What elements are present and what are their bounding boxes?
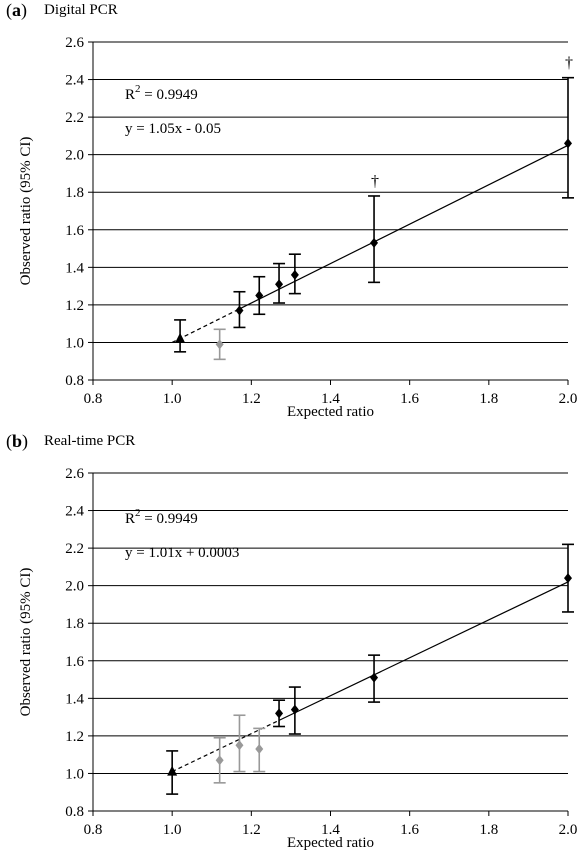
y-tick-label: 1.4 [65,691,84,707]
data-point [233,290,246,329]
data-point [273,262,286,304]
r-squared-value: = 0.9949 [141,87,198,103]
x-tick-label: 1.4 [321,822,340,838]
diamond-marker [290,704,299,715]
diamond-marker [255,744,264,755]
y-tick-label: 1.0 [65,766,84,782]
y-tick-label: 2.6 [65,466,84,482]
regression-equation: y = 1.05x - 0.05 [125,121,221,137]
diamond-marker [370,237,379,248]
diamond-marker [564,138,572,149]
y-tick-label: 0.8 [65,373,84,389]
x-tick-label: 1.6 [400,822,419,838]
panel-label: (a) [6,0,27,20]
y-tick-label: 0.8 [65,804,84,820]
y-tick-label: 1.2 [65,729,84,745]
diamond-marker [275,708,284,719]
data-point: † [562,55,574,199]
y-tick-label: 1.8 [65,185,84,201]
y-tick-label: 2.4 [65,504,84,520]
triangle-marker [167,765,178,776]
x-tick-label: 1.4 [321,391,340,407]
data-point [288,686,301,735]
x-tick-label: 1.0 [163,391,182,407]
r-squared-value: = 0.9949 [141,511,198,527]
x-tick-label: 2.0 [559,391,578,407]
x-tick-label: 1.2 [242,391,261,407]
diamond-marker [275,279,284,290]
data-point [174,319,187,353]
triangle-marker [175,332,186,343]
data-point [253,275,266,316]
x-tick-label: 1.6 [400,391,419,407]
x-axis-label: Expected ratio [287,835,374,851]
x-tick-label: 1.8 [479,822,498,838]
data-point: † [368,173,381,284]
y-tick-label: 1.2 [65,298,84,314]
panel-letter: a [12,0,21,20]
diamond-marker [215,339,224,350]
y-tick-label: 1.6 [65,654,84,670]
panel-label: (b) [6,431,29,451]
dagger-mark: † [371,173,379,190]
data-point [213,736,226,784]
r-squared-superscript: 2 [135,507,141,519]
data-point [273,699,286,728]
data-point [288,253,301,295]
y-tick-label: 1.8 [65,616,84,632]
y-tick-label: 2.0 [65,148,84,164]
x-tick-label: 2.0 [559,822,578,838]
regression-equation: y = 1.01x + 0.0003 [125,545,239,561]
panel-letter: b [12,431,23,451]
diamond-marker [255,290,264,301]
diamond-marker [564,573,572,584]
x-tick-label: 0.8 [84,391,103,407]
y-tick-label: 1.6 [65,223,84,239]
x-axis-label: Expected ratio [287,404,374,420]
y-tick-label: 2.0 [65,579,84,595]
y-tick-label: 1.0 [65,335,84,351]
dagger-mark: † [565,55,573,72]
data-point [368,654,381,703]
r-squared-symbol: R [125,511,135,527]
data-point [253,727,266,773]
panel-b: (b) Real-time PCR 0.8 1.0 1.2 1.4 1.6 1.8 2.0 2… [0,431,580,862]
diamond-marker [235,740,244,751]
r-squared-label: R2 = 0.9949 [125,83,198,103]
x-tick-label: 0.8 [84,822,103,838]
y-tick-label: 1.4 [65,260,84,276]
fit-line-dashed [171,308,240,343]
chart-title: Digital PCR [44,2,118,18]
y-axis-label: Observed ratio (95% CI) [18,137,34,286]
data-point [166,750,179,795]
y-tick-label: 2.2 [65,110,84,126]
panel-a: (a) Digital PCR 0.8 1.0 1.2 1.4 1.6 1.8 2.0 2.2… [6,0,578,420]
y-tick-label: 2.4 [65,73,84,89]
chart-svg: 0.8 1.0 1.2 1.4 1.6 1.8 2.0 2.2 2.4 2.6 0.8 1.0 1.2 1… [18,35,578,420]
chart-title: Real-time PCR [44,433,136,449]
x-tick-label: 1.2 [242,822,261,838]
r-squared-label: R2 = 0.9949 [125,507,198,527]
diamond-marker [215,755,224,766]
fit-line-solid [278,581,569,721]
r-squared-symbol: R [125,87,135,103]
diamond-marker [370,672,379,683]
data-point [562,543,574,613]
x-tick-label: 1.0 [163,822,182,838]
fit-line-solid [239,144,569,310]
diamond-marker [290,269,299,280]
data-point [213,328,226,361]
y-tick-label: 2.2 [65,541,84,557]
chart-svg: 0.8 1.0 1.2 1.4 1.6 1.8 2.0 2.2 2.4 2.6 0.8 1.0 1.2 1… [18,466,578,851]
x-tick-label: 1.8 [479,391,498,407]
data-point [233,714,246,773]
y-tick-label: 2.6 [65,35,84,51]
y-axis-label: Observed ratio (95% CI) [18,568,34,717]
r-squared-superscript: 2 [135,83,141,95]
diamond-marker [235,305,244,316]
